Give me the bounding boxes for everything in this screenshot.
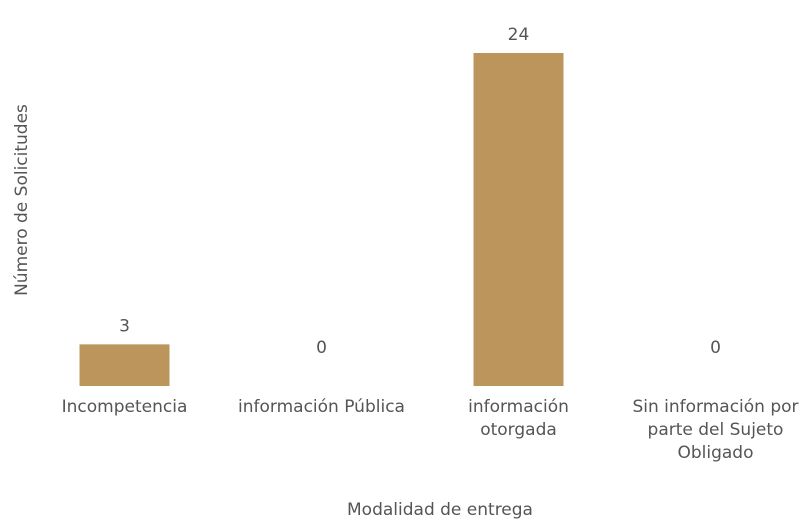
x-tick-label: información otorgada: [468, 397, 569, 440]
value-label: 0: [710, 338, 721, 358]
value-label: 0: [316, 338, 327, 358]
value-label: 24: [508, 25, 530, 45]
x-tick-label: Sin información por parte del Sujeto Obl…: [632, 397, 799, 463]
x-tick-label: información Pública: [238, 397, 405, 417]
x-tick-label: Incompetencia: [61, 397, 188, 417]
y-axis-title: Número de Solicitudes: [12, 104, 32, 296]
bar: [79, 344, 170, 386]
bar: [473, 53, 564, 386]
value-label: 3: [119, 316, 130, 336]
x-axis-title: Modalidad de entrega: [347, 500, 533, 520]
